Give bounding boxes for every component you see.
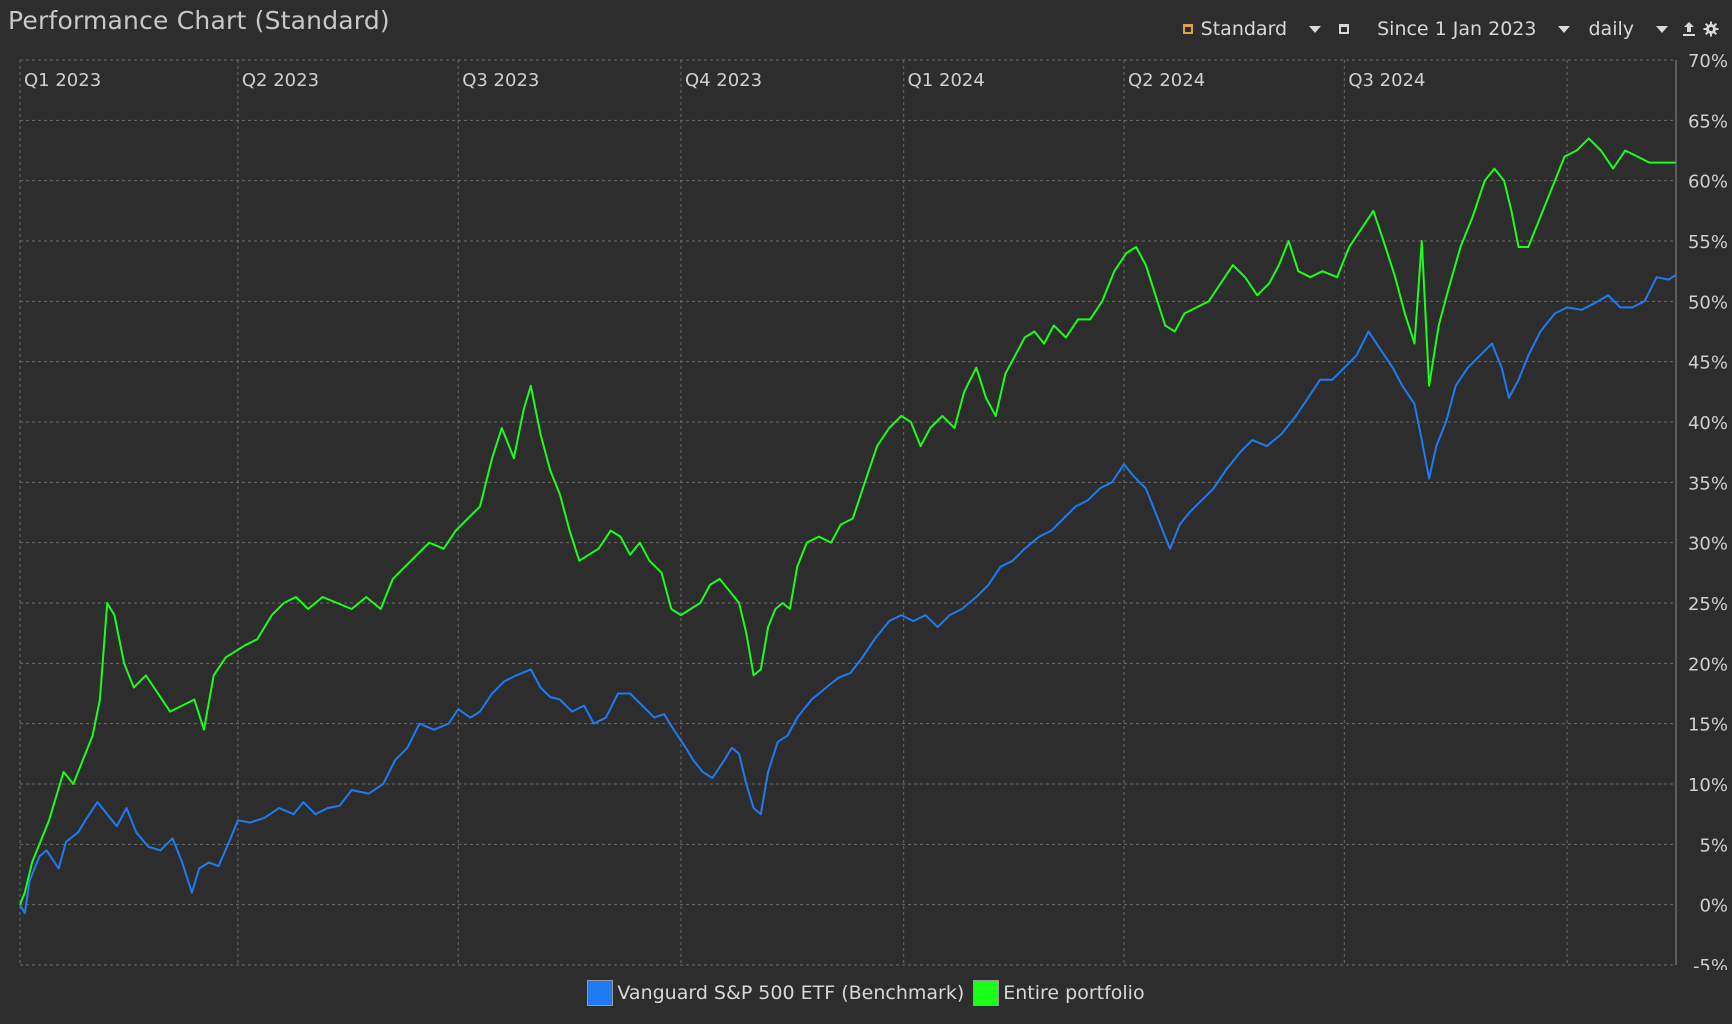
x-tick-label: Q2 2023 bbox=[242, 70, 319, 91]
y-tick-label: -5% bbox=[1693, 956, 1728, 970]
legend-item-portfolio[interactable]: Entire portfolio bbox=[973, 980, 1145, 1006]
y-tick-label: 70% bbox=[1688, 51, 1728, 72]
export-icon bbox=[1683, 22, 1695, 36]
period-selector-label: Since 1 Jan 2023 bbox=[1377, 18, 1537, 40]
view-selector[interactable]: Standard bbox=[1182, 18, 1288, 40]
series-line-benchmark bbox=[19, 273, 1677, 915]
x-tick-label: Q1 2023 bbox=[24, 70, 101, 91]
x-tick-label: Q4 2023 bbox=[685, 70, 762, 91]
y-tick-label: 45% bbox=[1688, 353, 1728, 374]
y-tick-label: 15% bbox=[1688, 715, 1728, 736]
interval-dropdown-caret[interactable] bbox=[1656, 25, 1668, 33]
y-tick-label: 10% bbox=[1688, 775, 1728, 796]
x-tick-label: Q3 2024 bbox=[1348, 70, 1425, 91]
view-selector-label: Standard bbox=[1200, 18, 1288, 40]
y-tick-label: 60% bbox=[1688, 172, 1728, 193]
settings-button[interactable] bbox=[1700, 18, 1722, 40]
y-tick-label: 5% bbox=[1699, 835, 1728, 856]
x-tick-label: Q2 2024 bbox=[1128, 70, 1205, 91]
chart-title: Performance Chart (Standard) bbox=[8, 6, 390, 35]
y-tick-label: 30% bbox=[1688, 534, 1728, 555]
y-tick-label: 55% bbox=[1688, 232, 1728, 253]
y-tick-label: 50% bbox=[1688, 292, 1728, 313]
interval-selector-label: daily bbox=[1588, 18, 1634, 40]
legend-item-benchmark[interactable]: Vanguard S&P 500 ETF (Benchmark) bbox=[587, 980, 964, 1006]
x-tick-label: Q3 2023 bbox=[462, 70, 539, 91]
interval-selector[interactable]: daily bbox=[1588, 18, 1634, 40]
y-tick-label: 20% bbox=[1688, 654, 1728, 675]
legend-label-benchmark: Vanguard S&P 500 ETF (Benchmark) bbox=[617, 982, 965, 1004]
y-tick-label: 35% bbox=[1688, 473, 1728, 494]
performance-line-chart: 70% 65% 60% 55% 50% 45% 40% 35% 30% 25% 20% 15% 10% 5… bbox=[19, 51, 1728, 970]
y-tick-label: 0% bbox=[1699, 896, 1728, 917]
y-tick-label: 65% bbox=[1688, 111, 1728, 132]
chart-legend: Vanguard S&P 500 ETF (Benchmark) Entire … bbox=[0, 980, 1732, 1006]
chart-toolbar: Standard Since 1 Jan 2023 daily bbox=[1182, 14, 1722, 44]
window-icon bbox=[1182, 24, 1193, 34]
series-line-portfolio bbox=[19, 137, 1676, 906]
legend-swatch-portfolio bbox=[973, 980, 1000, 1006]
view-dropdown-caret[interactable] bbox=[1309, 25, 1322, 33]
period-selector[interactable]: Since 1 Jan 2023 bbox=[1339, 18, 1536, 40]
period-dropdown-caret[interactable] bbox=[1558, 25, 1571, 33]
export-button[interactable] bbox=[1678, 18, 1700, 40]
legend-swatch-benchmark bbox=[587, 980, 614, 1006]
gear-icon bbox=[1703, 21, 1719, 37]
y-tick-label: 40% bbox=[1688, 413, 1728, 434]
x-tick-label: Q1 2024 bbox=[908, 70, 985, 91]
y-tick-label: 25% bbox=[1688, 594, 1728, 615]
legend-label-portfolio: Entire portfolio bbox=[1003, 982, 1145, 1004]
calendar-icon bbox=[1339, 24, 1350, 34]
